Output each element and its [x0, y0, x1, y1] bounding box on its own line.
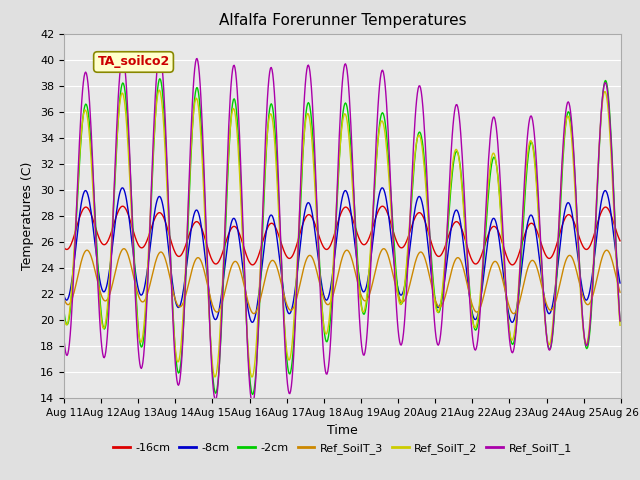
Ref_SoilT_2: [127, 208, 135, 214]
-2cm: [127, 191, 135, 197]
Ref_SoilT_2: [185, 198, 193, 204]
Line: Ref_SoilT_1: Ref_SoilT_1: [64, 53, 620, 404]
Ref_SoilT_3: [616, 289, 624, 295]
Ref_SoilT_3: [128, 267, 136, 273]
-2cm: [70, 256, 78, 262]
-8cm: [70, 260, 78, 266]
-16cm: [70, 233, 78, 239]
Ref_SoilT_2: [428, 263, 435, 268]
-8cm: [60, 292, 68, 298]
-2cm: [249, 392, 257, 397]
Ref_SoilT_2: [214, 359, 221, 364]
Line: Ref_SoilT_2: Ref_SoilT_2: [64, 90, 620, 377]
-16cm: [427, 237, 435, 243]
-8cm: [410, 210, 418, 216]
Ref_SoilT_1: [616, 318, 624, 324]
-16cm: [616, 238, 624, 244]
Legend: -16cm, -8cm, -2cm, Ref_SoilT_3, Ref_SoilT_2, Ref_SoilT_1: -16cm, -8cm, -2cm, Ref_SoilT_3, Ref_Soil…: [109, 439, 576, 458]
Ref_SoilT_2: [70, 248, 78, 254]
X-axis label: Time: Time: [327, 424, 358, 437]
Ref_SoilT_3: [250, 311, 257, 316]
-16cm: [214, 260, 221, 265]
Ref_SoilT_1: [428, 267, 435, 273]
-2cm: [60, 308, 68, 314]
Ref_SoilT_3: [214, 309, 221, 314]
-8cm: [127, 234, 135, 240]
Text: TA_soilco2: TA_soilco2: [97, 56, 170, 69]
Ref_SoilT_1: [249, 401, 257, 407]
Ref_SoilT_3: [120, 246, 127, 252]
Line: -8cm: -8cm: [64, 188, 620, 322]
Y-axis label: Temperatures (C): Temperatures (C): [22, 162, 35, 270]
Ref_SoilT_2: [412, 150, 419, 156]
-16cm: [119, 204, 127, 209]
-16cm: [185, 234, 193, 240]
-2cm: [428, 254, 435, 260]
Line: -2cm: -2cm: [64, 79, 620, 395]
Ref_SoilT_2: [156, 87, 163, 93]
Ref_SoilT_1: [70, 263, 78, 269]
Ref_SoilT_3: [412, 260, 419, 266]
-2cm: [412, 152, 419, 158]
-2cm: [616, 319, 624, 324]
-2cm: [156, 76, 164, 82]
Ref_SoilT_2: [60, 313, 68, 319]
-8cm: [213, 314, 221, 320]
Line: -16cm: -16cm: [64, 206, 620, 265]
Ref_SoilT_3: [428, 282, 435, 288]
-8cm: [427, 266, 435, 272]
Title: Alfalfa Forerunner Temperatures: Alfalfa Forerunner Temperatures: [219, 13, 466, 28]
Ref_SoilT_3: [60, 296, 68, 301]
Ref_SoilT_1: [127, 192, 135, 197]
Ref_SoilT_1: [185, 194, 193, 200]
Ref_SoilT_2: [616, 323, 624, 328]
-16cm: [60, 245, 68, 251]
-2cm: [185, 210, 193, 216]
-8cm: [509, 319, 516, 325]
-8cm: [616, 280, 624, 286]
-2cm: [214, 380, 221, 385]
Ref_SoilT_2: [248, 374, 256, 380]
-8cm: [379, 185, 387, 191]
Line: Ref_SoilT_3: Ref_SoilT_3: [64, 249, 620, 313]
-16cm: [410, 216, 418, 222]
Ref_SoilT_3: [70, 289, 78, 295]
-16cm: [509, 262, 516, 268]
Ref_SoilT_1: [214, 383, 221, 389]
Ref_SoilT_1: [156, 50, 164, 56]
Ref_SoilT_1: [60, 336, 68, 342]
-8cm: [184, 253, 191, 259]
Ref_SoilT_1: [412, 116, 419, 122]
Ref_SoilT_3: [185, 281, 193, 287]
-16cm: [128, 224, 136, 229]
